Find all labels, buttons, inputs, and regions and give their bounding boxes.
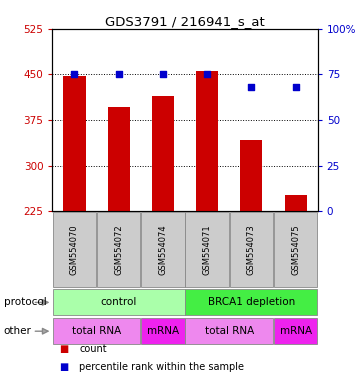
Bar [64,76,86,211]
Text: count: count [79,344,107,354]
Text: GSM554075: GSM554075 [291,224,300,275]
Point [116,71,122,78]
Text: mRNA: mRNA [279,326,312,336]
Bar [240,140,262,211]
Point [160,71,166,78]
Point [293,84,299,90]
Point [204,71,210,78]
Bar [274,318,317,344]
Text: total RNA: total RNA [205,326,254,336]
Point [71,71,77,78]
Text: ■: ■ [60,362,69,372]
Bar [108,107,130,211]
Text: ■: ■ [60,344,69,354]
Text: GSM554072: GSM554072 [114,224,123,275]
Bar [53,290,184,315]
Bar [53,318,140,344]
Bar [141,212,184,287]
Text: mRNA: mRNA [147,326,179,336]
Text: BRCA1 depletion: BRCA1 depletion [208,297,295,308]
Bar [141,318,184,344]
Text: GSM554073: GSM554073 [247,224,256,275]
Text: GSM554074: GSM554074 [158,224,168,275]
Bar [152,96,174,211]
Bar [186,290,317,315]
Text: GSM554070: GSM554070 [70,224,79,275]
Text: other: other [4,326,31,336]
Bar [186,212,229,287]
Bar [284,195,306,211]
Bar [274,212,317,287]
Text: percentile rank within the sample: percentile rank within the sample [79,362,244,372]
Text: total RNA: total RNA [72,326,121,336]
Point [248,84,254,90]
Bar [186,318,273,344]
Text: control: control [100,297,137,308]
Bar [97,212,140,287]
Bar [53,212,96,287]
Bar [230,212,273,287]
Title: GDS3791 / 216941_s_at: GDS3791 / 216941_s_at [105,15,265,28]
Bar [196,71,218,211]
Text: protocol: protocol [4,297,46,308]
Text: GSM554071: GSM554071 [203,224,212,275]
